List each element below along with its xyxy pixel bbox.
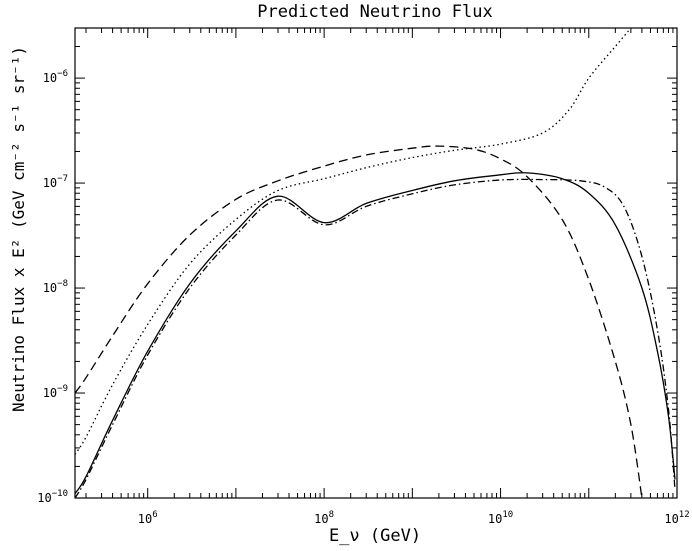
series-curves	[74, 27, 676, 499]
y-tick-label: 10−10	[37, 489, 68, 505]
chart-title: Predicted Neutrino Flux	[257, 2, 492, 22]
x-tick-labels: 106 108 1010 1012	[138, 510, 690, 526]
y-tick-label: 10−8	[43, 279, 68, 295]
series-line-solid	[74, 172, 676, 495]
y-tick-labels: 10−10 10−9 10−8 10−7 10−6	[37, 69, 68, 505]
x-tick-label: 108	[314, 510, 334, 526]
x-tick-label: 1010	[488, 510, 513, 526]
x-tick-label: 1012	[664, 510, 689, 526]
y-axis-label: Neutrino Flux x E² (GeV cm⁻² s⁻¹ sr⁻¹)	[9, 46, 28, 412]
series-line-dash-dot	[74, 178, 676, 499]
series-line-dotted	[74, 27, 632, 455]
axis-ticks	[75, 27, 678, 499]
plot-frame	[74, 27, 678, 499]
x-tick-label: 106	[138, 510, 158, 526]
y-tick-label: 10−9	[43, 384, 68, 400]
y-tick-label: 10−7	[43, 174, 68, 190]
series-line-dashed	[74, 145, 643, 499]
x-axis-label: E_ν (GeV)	[329, 526, 421, 546]
y-tick-label: 10−6	[43, 69, 68, 85]
